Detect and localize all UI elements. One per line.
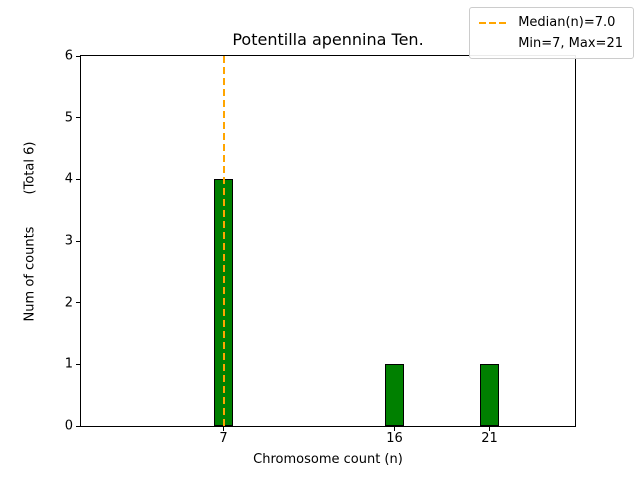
x-tick xyxy=(394,427,395,431)
y-tick xyxy=(76,425,80,427)
x-tick-label: 21 xyxy=(481,431,498,446)
y-tick xyxy=(76,178,80,180)
y-axis-label: Num of counts xyxy=(22,226,38,322)
y-tick-label: 1 xyxy=(64,356,73,372)
x-tick xyxy=(223,427,224,431)
bar xyxy=(385,364,404,426)
y-tick-label: 6 xyxy=(64,48,73,64)
y-axis-total-label: (Total 6) xyxy=(22,141,38,195)
x-tick-label: 7 xyxy=(219,431,228,446)
legend: Median(n)=7.0 Min=7, Max=21 xyxy=(469,7,634,59)
y-tick-label: 4 xyxy=(64,171,73,187)
bar xyxy=(480,364,499,426)
legend-row-minmax: Min=7, Max=21 xyxy=(479,36,623,51)
x-axis-label: Chromosome count (n) xyxy=(253,452,403,467)
y-tick-label: 0 xyxy=(64,418,73,434)
legend-label-minmax: Min=7, Max=21 xyxy=(518,36,623,51)
y-tick xyxy=(76,55,80,57)
legend-row-median: Median(n)=7.0 xyxy=(479,15,623,30)
plot-area: 0 1 2 3 4 5 6 7 16 21 xyxy=(65,50,576,445)
median-dashed-line-icon xyxy=(479,21,510,24)
median-line xyxy=(222,56,225,426)
y-tick xyxy=(76,302,80,304)
chart-title: Potentilla apennina Ten. xyxy=(232,30,424,49)
x-tick xyxy=(489,427,490,431)
legend-label-median: Median(n)=7.0 xyxy=(518,15,616,30)
y-tick xyxy=(76,117,80,119)
y-tick-label: 2 xyxy=(64,295,73,311)
x-tick-label: 16 xyxy=(386,431,403,446)
legend-blank-handle xyxy=(479,43,509,45)
y-tick-label: 3 xyxy=(64,233,73,249)
y-tick xyxy=(76,363,80,365)
y-tick-label: 5 xyxy=(64,110,73,126)
y-tick xyxy=(76,240,80,242)
